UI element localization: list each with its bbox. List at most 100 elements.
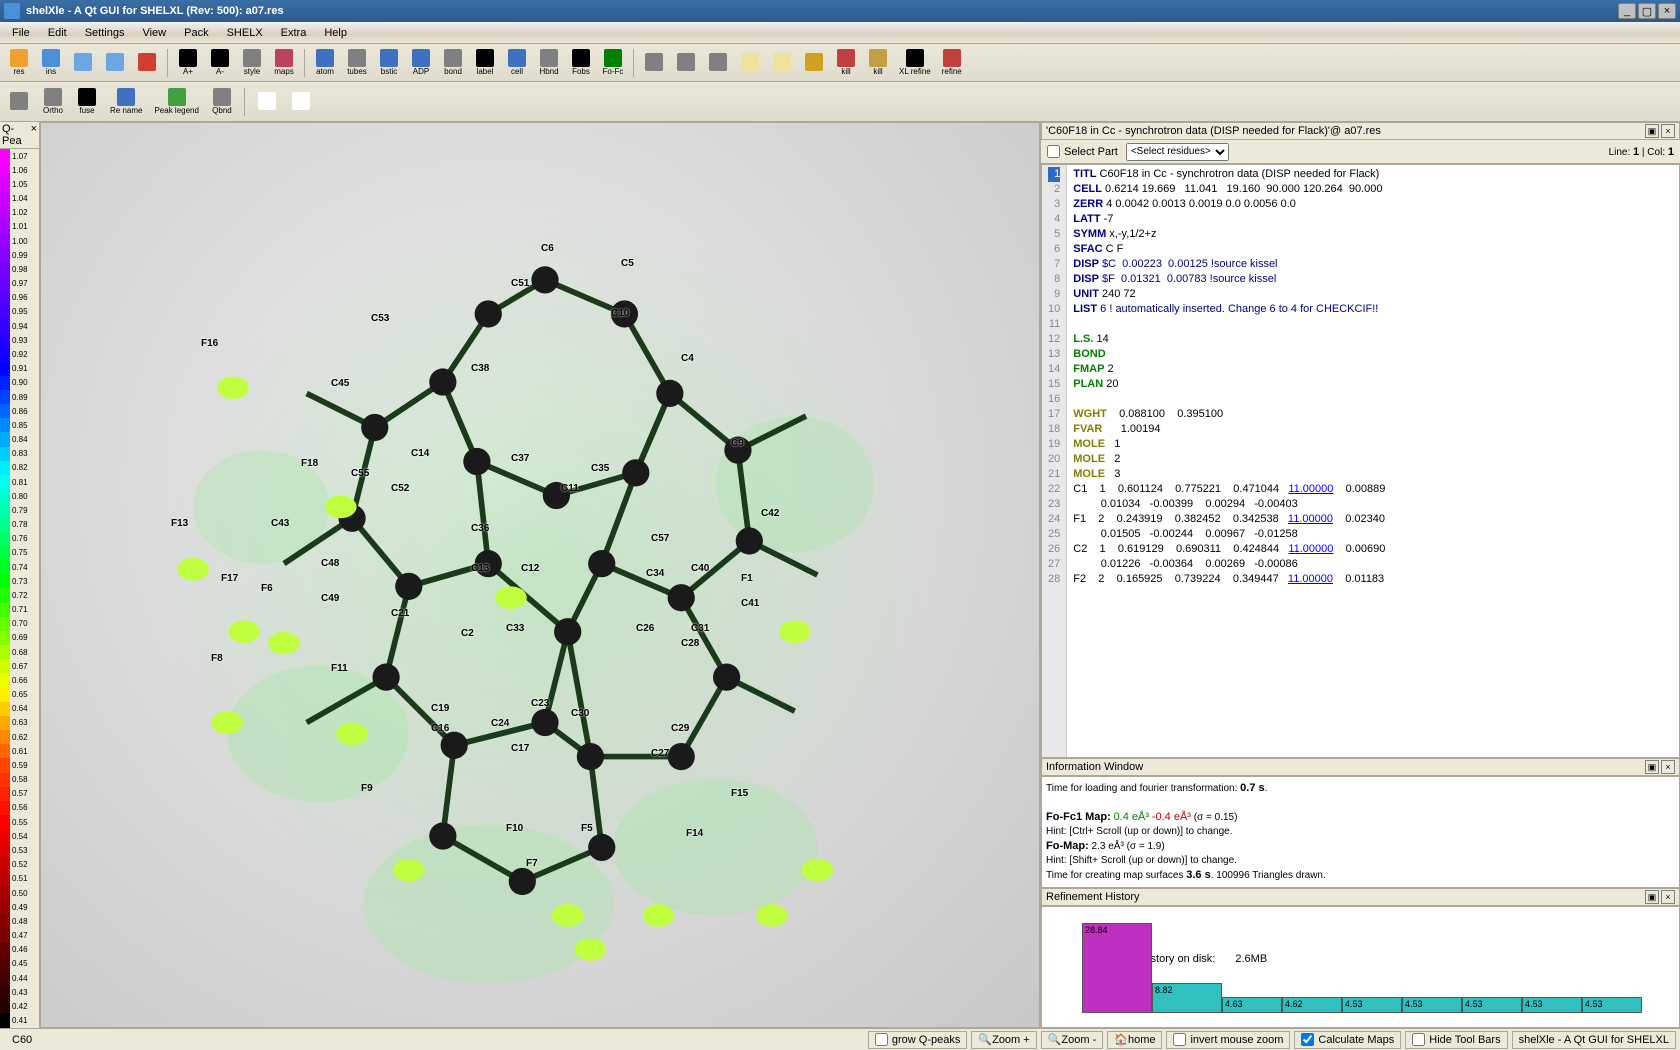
toolbtn-fuse[interactable]: fuse <box>72 86 102 118</box>
history-bar[interactable] <box>1082 923 1152 1013</box>
menu-edit[interactable]: Edit <box>40 25 75 41</box>
toolbtn-paste[interactable] <box>767 47 797 79</box>
toolbtn-fofc[interactable]: Fo-Fc <box>598 47 628 79</box>
toolbtn-undo[interactable] <box>639 47 669 79</box>
toolbtn-cell[interactable]: cell <box>502 47 532 79</box>
editor-close-icon[interactable]: × <box>1661 124 1675 138</box>
adp-icon <box>412 49 430 67</box>
toolbtn-ins[interactable]: ins <box>36 47 66 79</box>
toolbtn-kill-h[interactable]: kill <box>863 47 893 79</box>
toolbtn-label[interactable]: label <box>470 47 500 79</box>
grow-qpeaks-checkbox[interactable]: grow Q-peaks <box>868 1031 967 1049</box>
menu-help[interactable]: Help <box>316 25 355 41</box>
code-editor[interactable]: 1234567891011121314151617181920212223242… <box>1041 164 1680 758</box>
minimize-button[interactable]: _ <box>1618 3 1636 19</box>
peak-legend-label: Peak legend <box>154 107 198 115</box>
toolbtn-cut[interactable] <box>703 47 733 79</box>
toolbtn-atom[interactable]: atom <box>310 47 340 79</box>
hide-toolbars-checkbox[interactable]: Hide Tool Bars <box>1405 1031 1507 1049</box>
qpeak-row: 0.76 <box>0 532 39 546</box>
toolbtn-adp[interactable]: ADP <box>406 47 436 79</box>
find-icon <box>805 53 823 71</box>
toolbtn-copy[interactable] <box>735 47 765 79</box>
maximize-button[interactable]: ▢ <box>1638 3 1656 19</box>
calc-maps-checkbox[interactable]: Calculate Maps <box>1294 1031 1401 1049</box>
cell-label: cell <box>511 68 523 76</box>
atom-label: C52 <box>391 483 409 494</box>
close-button[interactable]: × <box>1658 3 1676 19</box>
atom-label: C11 <box>561 483 579 494</box>
atom-label: C38 <box>471 363 489 374</box>
toolbtn-kill-q[interactable]: kill <box>831 47 861 79</box>
toolbtn-find[interactable] <box>799 47 829 79</box>
toolbtn-fobs[interactable]: Fobs <box>566 47 596 79</box>
toolbtn-font-smaller[interactable]: A- <box>205 47 235 79</box>
history-body[interactable]: history on disk: 2.6MB 28.848.824.634.62… <box>1041 906 1680 1028</box>
info-close-icon[interactable]: × <box>1661 760 1675 774</box>
toolbtn-font-bigger[interactable]: A+ <box>173 47 203 79</box>
menu-file[interactable]: File <box>4 25 38 41</box>
toolbtn-style[interactable]: style <box>237 47 267 79</box>
toolbtn-hbnd[interactable]: Hbnd <box>534 47 564 79</box>
menu-view[interactable]: View <box>134 25 174 41</box>
toolbtn-ortho[interactable]: Ortho <box>38 86 68 118</box>
toolbtn-save-as[interactable] <box>100 47 130 79</box>
menu-settings[interactable]: Settings <box>77 25 133 41</box>
history-bar-label: 4.63 <box>1225 999 1243 1009</box>
atom-label: C53 <box>371 313 389 324</box>
history-disk-info: history on disk: 2.6MB <box>1142 953 1267 965</box>
toolbtn-delete[interactable] <box>132 47 162 79</box>
toolbtn-rename[interactable]: Re name <box>106 86 146 118</box>
menu-pack[interactable]: Pack <box>176 25 216 41</box>
toolbtn-gl[interactable] <box>4 86 34 118</box>
toolbtn-xl-refine[interactable]: XL refine <box>895 47 935 79</box>
history-dock-icon[interactable]: ▣ <box>1645 890 1659 904</box>
toolbtn-bstic[interactable]: bstic <box>374 47 404 79</box>
history-close-icon[interactable]: × <box>1661 890 1675 904</box>
home-button[interactable]: 🏠 home <box>1107 1031 1162 1049</box>
qpeak-row: 0.71 <box>0 603 39 617</box>
info-title: Information Window <box>1046 761 1643 773</box>
font-smaller-icon <box>211 49 229 67</box>
info-dock-icon[interactable]: ▣ <box>1645 760 1659 774</box>
atom-label: C57 <box>651 533 669 544</box>
zoom-in-button[interactable]: 🔍 Zoom + <box>971 1031 1036 1049</box>
font-bigger-icon <box>179 49 197 67</box>
atom-label: C14 <box>411 448 429 459</box>
toolbtn-maps[interactable]: maps <box>269 47 299 79</box>
invert-zoom-checkbox[interactable]: invert mouse zoom <box>1166 1031 1290 1049</box>
qpeak-row: 0.89 <box>0 390 39 404</box>
atom-label: C37 <box>511 453 529 464</box>
atom-label: C45 <box>331 378 349 389</box>
fofc-icon <box>604 49 622 67</box>
qpeak-row: 0.95 <box>0 305 39 319</box>
molecule-viewer[interactable]: F16C6C5C51C10C53C38C4C45C9C14C37C35F18C5… <box>40 122 1040 1028</box>
editor-dock-icon[interactable]: ▣ <box>1645 124 1659 138</box>
cursor-position: Line: 1 | Col: 1 <box>1609 146 1674 158</box>
select-part-checkbox[interactable]: Select Part <box>1047 145 1118 158</box>
zoom-out-button[interactable]: 🔍 Zoom - <box>1041 1031 1104 1049</box>
toolbtn-res[interactable]: res <box>4 47 34 79</box>
toolbtn-tubes[interactable]: tubes <box>342 47 372 79</box>
style-label: style <box>244 68 260 76</box>
toolbtn-doc2[interactable] <box>286 86 316 118</box>
atom-label: F18 <box>301 458 318 469</box>
qpeak-scale: 1.071.061.051.041.021.011.000.990.980.97… <box>0 149 39 1028</box>
menu-extra[interactable]: Extra <box>273 25 315 41</box>
qpeak-row: 0.96 <box>0 291 39 305</box>
toolbtn-anis-refine[interactable]: refine <box>937 47 967 79</box>
toolbtn-save[interactable] <box>68 47 98 79</box>
menu-shelx[interactable]: SHELX <box>219 25 271 41</box>
toolbtn-peak-legend[interactable]: Peak legend <box>150 86 202 118</box>
toolbtn-bond[interactable]: bond <box>438 47 468 79</box>
qpeak-close-icon[interactable]: × <box>31 123 37 147</box>
code-area[interactable]: TITL C60F18 in Cc - synchrotron data (DI… <box>1067 165 1679 757</box>
residues-select[interactable]: <Select residues> <box>1126 143 1229 161</box>
toolbtn-doc1[interactable] <box>252 86 282 118</box>
toolbtn-redo[interactable] <box>671 47 701 79</box>
qpeak-row: 0.65 <box>0 688 39 702</box>
qpeak-row: 0.58 <box>0 773 39 787</box>
qpeak-row: 0.41 <box>0 1013 39 1027</box>
info-body: Time for loading and fourier transformat… <box>1041 776 1680 888</box>
toolbtn-qbnd[interactable]: Qbnd <box>207 86 237 118</box>
